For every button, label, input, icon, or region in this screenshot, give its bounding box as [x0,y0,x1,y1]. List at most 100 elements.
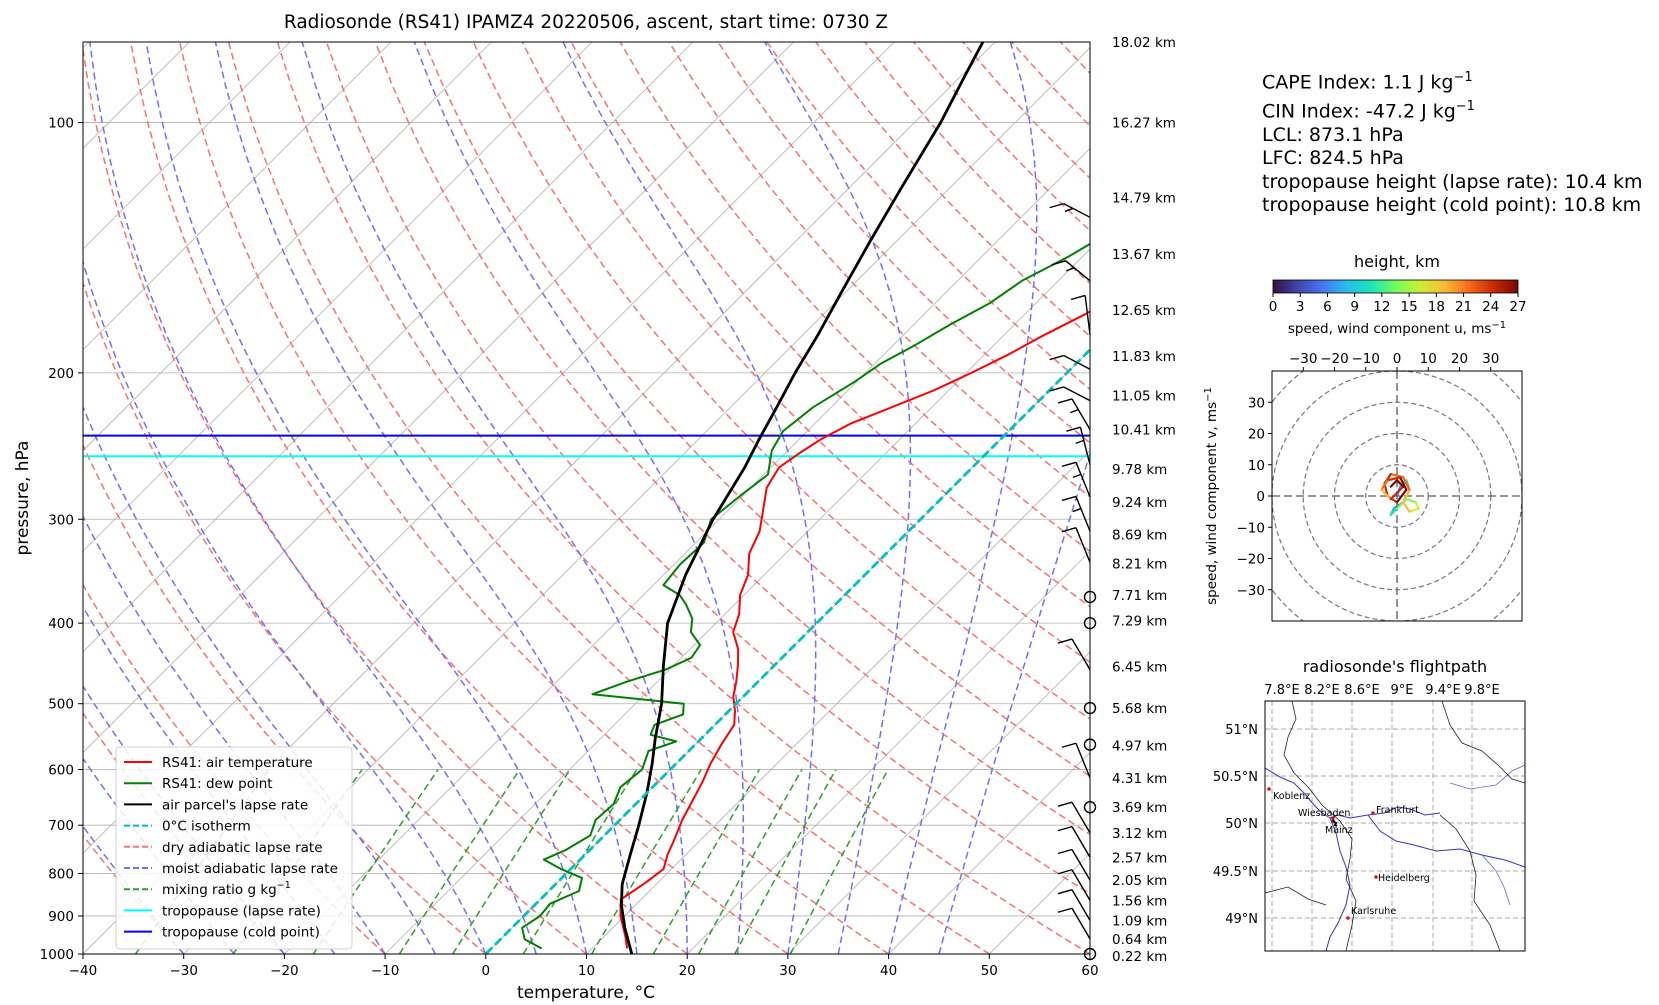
y-axis-label: pressure, hPa [13,441,33,556]
dry-adiabat [570,42,1090,608]
parcel-lapse-rate-line [620,42,985,954]
isotherm-line [83,42,694,653]
wind-barb [1057,398,1091,430]
dry-adiabat [178,42,890,954]
wind-barb [1057,801,1091,834]
map-frame [1264,700,1526,952]
latitude-labels: 51°N 50.5°N 50°N 49.5°N 49°N [1213,723,1258,927]
moist-adiabat [413,42,745,954]
y-tick-label: 300 [48,512,74,528]
moist-adiabat [83,605,336,954]
city-label: Koblenz [1273,791,1310,802]
hodograph-segment [1380,488,1392,501]
mixing-ratio-line [652,769,760,954]
legend-label: tropopause (cold point) [162,925,320,941]
x-axis: −40 −30 −20 −10 0 10 20 30 40 50 60 [69,954,1099,979]
longitude-label: 7.8°E [1264,683,1299,698]
moist-adiabat [764,42,912,954]
city-marker [1346,916,1350,920]
mixing-ratio-line [452,769,571,954]
wind-barb [1051,260,1091,282]
calm-wind-marker [1083,701,1097,715]
dry-adiabat [83,280,587,954]
wind-barbs [1049,202,1097,961]
colorbar-tick-label: 0 [1269,299,1278,315]
height-label: 9.78 km [1112,462,1167,478]
hodograph-segment [1389,479,1399,488]
dry-adiabat [227,42,990,954]
x-axis-label: temperature, °C [517,983,655,1003]
mixing-ratio-line [591,769,702,954]
isotherm-line [83,42,794,754]
hodograph-x-tick-label: 10 [1420,351,1437,367]
legend-label: RS41: dew point [162,776,273,792]
wind-barb [1070,294,1091,335]
moist-adiabat [938,451,1090,954]
dew-point-line [521,242,1090,950]
isotherm-line [83,42,291,250]
height-label: 13.67 km [1112,247,1176,263]
indices-panel: CAPE Index: 1.1 J kg−1 CIN Index: -47.2 … [1262,66,1642,218]
x-tick-label: 10 [578,963,595,979]
y-tick-label: 900 [48,909,74,925]
flightpath-map: radiosonde's flightpath 7.8°E 8.2°E 8.6°E 9… [1213,657,1526,952]
y-tick-label: 200 [48,366,74,382]
moist-adiabat [301,42,688,954]
dry-adiabat [83,583,386,954]
hodograph-y-tick-label: −20 [1237,552,1266,568]
hodograph-segment [1389,485,1405,501]
hodograph-segment [1402,488,1411,504]
height-label: 4.31 km [1112,771,1167,787]
hodograph-x-tick-label: 0 [1393,351,1402,367]
dry-adiabat [129,42,789,954]
wind-barb [1061,527,1091,563]
wind-barb [1057,848,1091,881]
hodograph-y-tick-label: 20 [1248,427,1265,443]
hodograph-segment [1399,476,1408,491]
dry-adiabat [83,443,487,954]
hodograph: height, km 0 3 6 9 12 15 18 21 24 27 speed, wind … [1203,255,1527,622]
dry-adiabats [83,42,1090,954]
mixing-ratio-line [398,769,521,954]
moist-adiabat [83,684,285,954]
height-label: 12.65 km [1112,303,1176,319]
dry-adiabat [83,44,688,954]
hodograph-y-tick-label: 30 [1248,395,1265,411]
legend-label: tropopause (lapse rate) [162,903,321,919]
y-tick-label: 1000 [40,947,74,963]
legend-label: air parcel's lapse rate [162,797,308,813]
hodograph-segment [1386,476,1402,482]
hodograph-y-tick-label: 0 [1256,489,1265,505]
wind-barb [1057,638,1091,671]
height-label: 7.71 km [1112,588,1167,604]
isotherm-line [787,651,1090,954]
isotherm-line [686,550,1090,954]
x-tick-label: 20 [679,963,696,979]
moist-adiabat [145,42,588,954]
isotherm-line [888,752,1090,954]
y-tick-label: 400 [48,616,74,632]
air-temperature-line [619,310,1090,949]
dry-adiabat [668,42,1090,498]
latitude-label: 50°N [1225,817,1258,832]
borders [1265,701,1525,951]
height-label: 1.09 km [1112,913,1167,929]
colorbar-tick-label: 21 [1455,299,1472,315]
x-tick-label: −40 [69,963,98,979]
longitude-label: 9.8°E [1464,683,1499,698]
colorbar-tick-label: 3 [1296,299,1305,315]
longitude-label: 8.6°E [1344,683,1379,698]
calm-wind-marker [1083,947,1097,961]
city-label: Frankfurt [1376,805,1419,816]
city-label: Heidelberg [1378,873,1430,884]
height-scale: 18.02 km 16.27 km 14.79 km 13.67 km 12.65 km… [1112,35,1176,965]
tropopause-lapse-value: tropopause height (lapse rate): 10.4 km [1262,170,1643,193]
hodograph-segment [1408,507,1420,513]
x-tick-label: 30 [779,963,796,979]
colorbar-ticks: 0 3 6 9 12 15 18 21 24 27 [1269,293,1527,315]
wind-barb [1061,742,1091,779]
dry-adiabat [276,42,1090,954]
legend: RS41: air temperature RS41: dew point air … [115,746,353,950]
height-label: 4.97 km [1112,738,1167,754]
hodograph-segment [1395,488,1408,504]
